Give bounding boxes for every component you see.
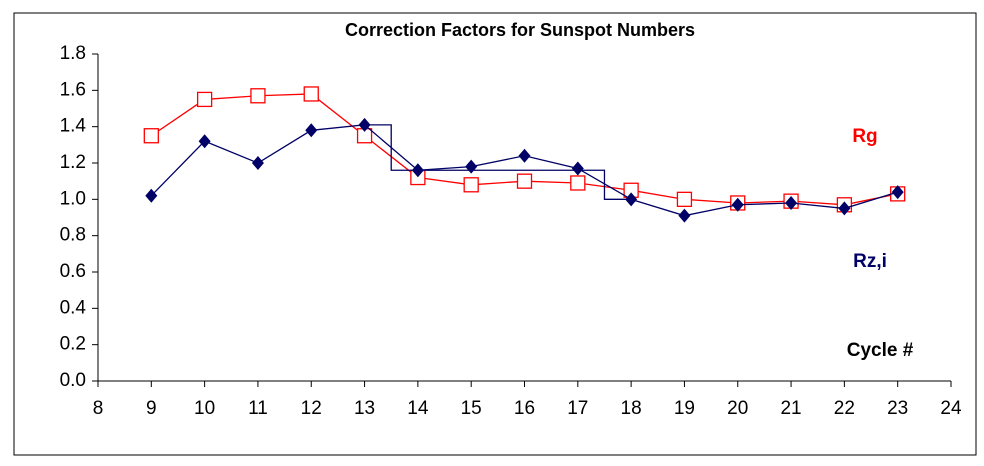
marker [516, 173, 533, 189]
chart-title: Correction Factors for Sunspot Numbers [345, 20, 695, 40]
y-tick-label: 1.6 [60, 79, 86, 100]
marker [891, 185, 904, 200]
x-tick-label: 22 [834, 398, 855, 419]
legend-label: Rg [852, 126, 877, 147]
x-tick-label: 8 [93, 398, 104, 419]
y-tick-label: 1.0 [60, 188, 86, 209]
marker [251, 156, 264, 170]
x-tick-label: 23 [887, 398, 908, 419]
x-tick-label: 14 [407, 398, 429, 419]
x-tick-label: 19 [674, 398, 695, 419]
marker [143, 128, 159, 144]
x-tick-label: 18 [621, 398, 642, 419]
marker [838, 201, 851, 216]
marker [463, 177, 479, 193]
marker [250, 88, 266, 104]
marker [196, 91, 213, 108]
y-tick-label: 0.8 [60, 225, 86, 246]
x-tick-label: 17 [567, 398, 588, 419]
y-tick-label: 1.4 [60, 116, 87, 137]
y-tick-label: 0.2 [60, 334, 86, 355]
marker [305, 123, 318, 138]
marker [570, 175, 586, 191]
x-tick-label: 16 [514, 398, 535, 419]
x-tick-label: 21 [780, 398, 801, 419]
chart-border [13, 12, 977, 456]
y-tick-label: 0.6 [60, 261, 86, 282]
marker [571, 161, 584, 176]
marker [676, 191, 693, 207]
marker [198, 134, 211, 149]
y-tick-label: 1.8 [60, 43, 86, 64]
x-tick-label: 24 [940, 398, 962, 419]
legend-label: Rz,i [853, 251, 887, 272]
marker [518, 148, 531, 163]
y-tick-label: 1.2 [60, 152, 86, 173]
x-tick-label: 10 [194, 398, 215, 419]
x-tick-label: 12 [301, 398, 322, 419]
marker [678, 208, 691, 223]
x-tick-label: 20 [727, 398, 748, 419]
x-tick-label: 9 [146, 398, 157, 419]
x-tick-label: 13 [354, 398, 375, 419]
series-line [364, 124, 632, 200]
y-tick-label: 0.0 [60, 370, 86, 391]
x-tick-label: 11 [248, 398, 268, 419]
annotation: Cycle # [847, 340, 914, 361]
marker [145, 188, 158, 203]
marker [303, 86, 319, 102]
x-tick-label: 15 [461, 398, 482, 419]
y-tick-label: 0.4 [60, 297, 87, 318]
marker [785, 195, 798, 210]
marker [731, 197, 744, 212]
